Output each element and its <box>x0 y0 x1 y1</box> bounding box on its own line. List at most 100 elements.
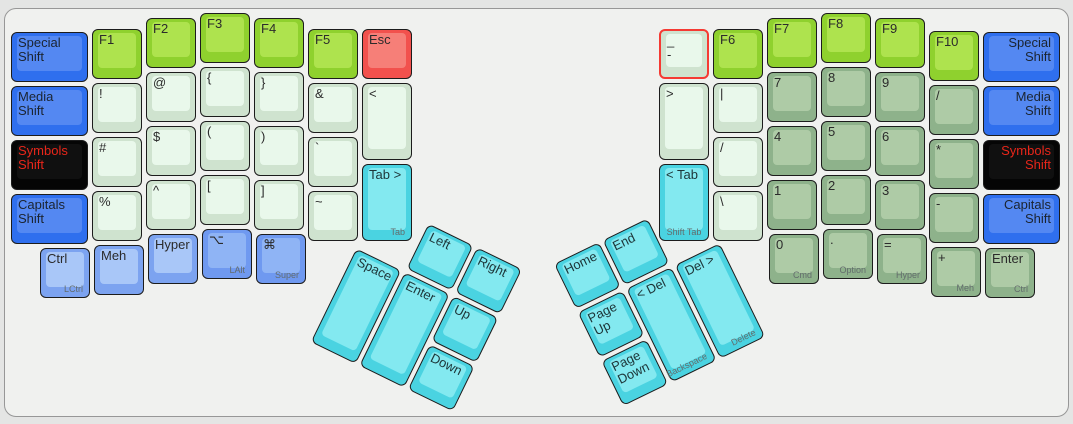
key-tilde[interactable]: ~ <box>308 191 358 241</box>
keycap-surface <box>883 238 921 273</box>
keycap-surface <box>206 179 244 214</box>
key-symbols-shift-right[interactable]: Symbols Shift <box>983 140 1060 190</box>
key-f2[interactable]: F2 <box>146 18 196 68</box>
key-num-6[interactable]: 6 <box>875 126 925 176</box>
key-at[interactable]: @ <box>146 72 196 122</box>
key-super[interactable]: ⌘ Super <box>256 234 306 284</box>
key-label: 3 <box>882 183 890 198</box>
key-f3[interactable]: F3 <box>200 13 250 63</box>
key-hash[interactable]: # <box>92 137 142 187</box>
key-sublabel: Meh <box>956 283 974 293</box>
key-label: + <box>938 250 946 265</box>
key-lalt[interactable]: ⌥ LAlt <box>202 229 252 279</box>
keycap-surface <box>773 22 811 57</box>
key-hyper[interactable]: Hyper <box>148 234 198 284</box>
key-label: _ - <box>667 33 675 63</box>
key-plus[interactable]: + Meh <box>931 247 981 297</box>
key-f8[interactable]: F8 <box>821 13 871 63</box>
key-label: . <box>830 232 834 247</box>
key-label: Capitals Shift <box>1004 197 1051 227</box>
key-numpad-slash[interactable]: / <box>929 85 979 135</box>
key-tab-back[interactable]: < Tab Shift Tab <box>659 164 709 241</box>
key-label: F2 <box>153 21 169 36</box>
key-num-2[interactable]: 2 <box>821 175 871 225</box>
key-num-1[interactable]: 1 <box>767 180 817 230</box>
key-special-shift-left[interactable]: Special Shift <box>11 32 88 82</box>
key-backslash[interactable]: \ <box>713 191 763 241</box>
keycap-surface <box>98 141 136 176</box>
key-slash[interactable]: / <box>713 137 763 187</box>
key-sublabel: Cmd <box>792 270 812 280</box>
key-num-9[interactable]: 9 <box>875 72 925 122</box>
key-percent[interactable]: % <box>92 191 142 241</box>
key-open-paren[interactable]: ( <box>200 121 250 171</box>
keycap-surface <box>314 33 352 68</box>
key-close-brace[interactable]: } <box>254 72 304 122</box>
key-label: F3 <box>207 16 223 31</box>
key-label: Media Shift <box>18 89 54 119</box>
keycap-surface <box>719 195 757 230</box>
key-label: Symbols Shift <box>18 143 68 173</box>
key-close-bracket[interactable]: ] <box>254 180 304 230</box>
key-underscore-dash[interactable]: _ - <box>659 29 709 79</box>
key-capitals-shift-right[interactable]: Capitals Shift <box>983 194 1060 244</box>
keycap-surface <box>989 36 1054 71</box>
key-enter-right[interactable]: Enter Ctrl <box>985 248 1035 298</box>
key-label: ( <box>207 124 212 139</box>
key-label: ! <box>99 86 103 101</box>
keycap-surface <box>98 33 136 68</box>
key-num-7[interactable]: 7 <box>767 72 817 122</box>
keycap-surface <box>260 22 298 57</box>
key-f5[interactable]: F5 <box>308 29 358 79</box>
key-meh[interactable]: Meh <box>94 245 144 295</box>
key-less-than[interactable]: < <box>362 83 412 160</box>
key-close-paren[interactable]: ) <box>254 126 304 176</box>
key-num-5[interactable]: 5 <box>821 121 871 171</box>
key-f1[interactable]: F1 <box>92 29 142 79</box>
key-exclamation[interactable]: ! <box>92 83 142 133</box>
key-open-bracket[interactable]: [ <box>200 175 250 225</box>
key-sublabel: Option <box>839 265 866 275</box>
key-greater-than[interactable]: > <box>659 83 709 160</box>
key-f4[interactable]: F4 <box>254 18 304 68</box>
key-sublabel: Tab <box>390 227 405 237</box>
key-label: * <box>936 142 942 157</box>
key-label: Meh <box>101 248 127 263</box>
key-caret[interactable]: ^ <box>146 180 196 230</box>
key-num-4[interactable]: 4 <box>767 126 817 176</box>
key-num-8[interactable]: 8 <box>821 67 871 117</box>
key-label: F9 <box>882 21 898 36</box>
key-f10[interactable]: F10 <box>929 31 979 81</box>
key-backtick[interactable]: ` <box>308 137 358 187</box>
key-label: ⌘ <box>263 237 276 252</box>
key-ctrl-left[interactable]: Ctrl LCtrl <box>40 248 90 298</box>
key-num-0[interactable]: 0 Cmd <box>769 234 819 284</box>
key-pipe[interactable]: | <box>713 83 763 133</box>
key-ampersand[interactable]: & <box>308 83 358 133</box>
key-capitals-shift-left[interactable]: Capitals Shift <box>11 194 88 244</box>
key-num-3[interactable]: 3 <box>875 180 925 230</box>
key-sublabel: Hyper <box>895 270 920 280</box>
keycap-surface <box>935 89 973 124</box>
key-special-shift-right[interactable]: Special Shift <box>983 32 1060 82</box>
key-asterisk[interactable]: * <box>929 139 979 189</box>
key-tab-forward[interactable]: Tab > Tab <box>362 164 412 241</box>
keycap-surface <box>206 17 244 52</box>
key-equals[interactable]: = Hyper <box>877 234 927 284</box>
key-label: } <box>261 75 266 90</box>
keyboard-case: Special Shift F1 F2 F3 F4 F5 Esc Media Shift! @ {… <box>4 8 1069 417</box>
key-numpad-dot[interactable]: . Option <box>823 229 873 279</box>
key-esc[interactable]: Esc <box>362 29 412 79</box>
key-label: # <box>99 140 107 155</box>
key-f6[interactable]: F6 <box>713 29 763 79</box>
key-symbols-shift-left[interactable]: Symbols Shift <box>11 140 88 190</box>
key-label: Ctrl <box>47 251 68 266</box>
key-media-shift-left[interactable]: Media Shift <box>11 86 88 136</box>
key-minus[interactable]: - <box>929 193 979 243</box>
key-label: / <box>936 88 940 103</box>
key-media-shift-right[interactable]: Media Shift <box>983 86 1060 136</box>
key-f7[interactable]: F7 <box>767 18 817 68</box>
key-f9[interactable]: F9 <box>875 18 925 68</box>
key-open-brace[interactable]: { <box>200 67 250 117</box>
key-dollar[interactable]: $ <box>146 126 196 176</box>
